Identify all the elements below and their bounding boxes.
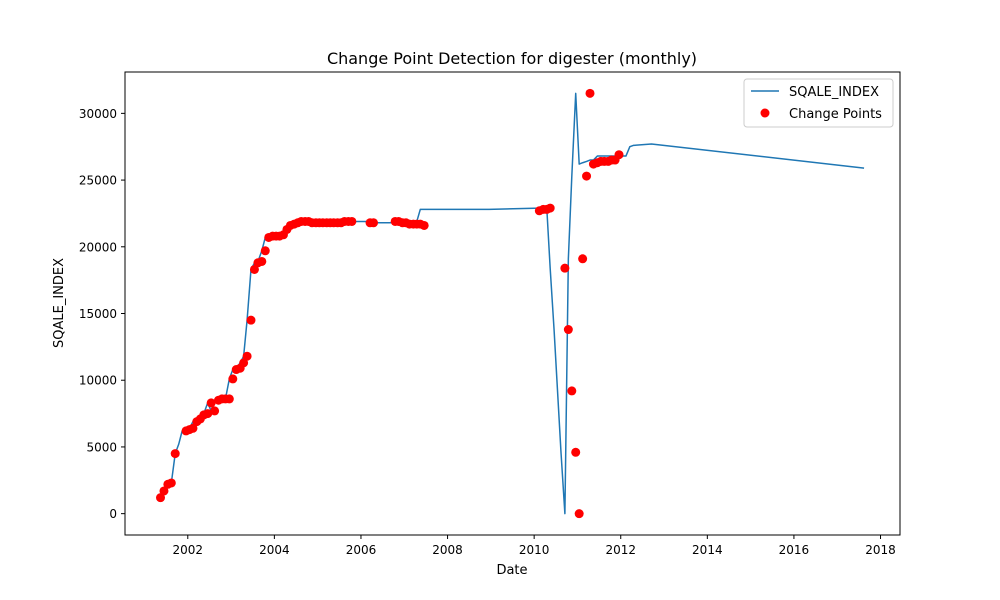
plot-frame bbox=[124, 71, 901, 536]
plot-area bbox=[124, 71, 901, 536]
x-axis-label: Date bbox=[496, 563, 527, 578]
change-point bbox=[578, 254, 588, 264]
change-point bbox=[582, 171, 592, 181]
change-point bbox=[585, 88, 595, 98]
x-tick-label: 2004 bbox=[259, 543, 290, 557]
change-point bbox=[246, 315, 256, 325]
change-point bbox=[166, 478, 176, 488]
x-tick-label: 2006 bbox=[346, 543, 377, 557]
x-tick-label: 2012 bbox=[605, 543, 636, 557]
y-axis-label: SQALE_INDEX bbox=[52, 258, 67, 348]
change-point bbox=[210, 406, 220, 416]
y-tick-label: 5000 bbox=[86, 440, 117, 454]
change-point bbox=[545, 203, 555, 213]
change-point bbox=[203, 409, 213, 419]
change-point bbox=[224, 394, 234, 404]
y-tick-label: 30000 bbox=[79, 107, 117, 121]
legend-points-swatch bbox=[760, 108, 770, 118]
y-tick-label: 10000 bbox=[79, 374, 117, 388]
x-tick-label: 2002 bbox=[173, 543, 204, 557]
y-axis: 0 5000 10000 15000 20000 25000 30000 bbox=[79, 107, 125, 521]
x-tick-label: 2016 bbox=[779, 543, 810, 557]
change-point bbox=[419, 220, 429, 230]
legend-label-points: Change Points bbox=[789, 107, 882, 122]
y-tick-label: 15000 bbox=[79, 307, 117, 321]
change-point bbox=[188, 423, 198, 433]
change-point bbox=[239, 358, 249, 368]
x-tick-label: 2008 bbox=[432, 543, 463, 557]
change-point bbox=[156, 493, 165, 503]
change-point bbox=[249, 264, 259, 274]
change-point bbox=[614, 150, 624, 160]
change-point bbox=[574, 509, 584, 519]
chart-title: Change Point Detection for digester (mon… bbox=[327, 49, 697, 68]
change-point bbox=[567, 386, 577, 396]
legend-label-line: SQALE_INDEX bbox=[789, 85, 879, 100]
x-tick-label: 2010 bbox=[519, 543, 550, 557]
change-point bbox=[228, 374, 238, 384]
change-point bbox=[257, 256, 267, 266]
change-point bbox=[369, 218, 379, 228]
change-point bbox=[560, 263, 570, 273]
change-point bbox=[242, 351, 252, 361]
legend-box bbox=[743, 78, 894, 128]
change-point bbox=[563, 325, 573, 335]
plot-background bbox=[125, 72, 900, 535]
change-point bbox=[170, 449, 180, 459]
x-tick-label: 2018 bbox=[865, 543, 896, 557]
change-point bbox=[260, 246, 270, 256]
data-layer bbox=[156, 88, 865, 519]
x-tick-label: 2014 bbox=[692, 543, 723, 557]
y-tick-label: 20000 bbox=[79, 240, 117, 254]
change-point bbox=[347, 216, 357, 226]
y-tick-label: 25000 bbox=[79, 174, 117, 188]
x-axis: 2002 2004 2006 2008 2010 2012 2014 2016 2018 bbox=[173, 535, 896, 557]
legend: SQALE_INDEX Change Points bbox=[743, 78, 894, 128]
change-point bbox=[206, 398, 216, 408]
y-tick-label: 0 bbox=[109, 507, 117, 521]
change-point bbox=[571, 447, 581, 457]
change-point bbox=[159, 486, 169, 496]
